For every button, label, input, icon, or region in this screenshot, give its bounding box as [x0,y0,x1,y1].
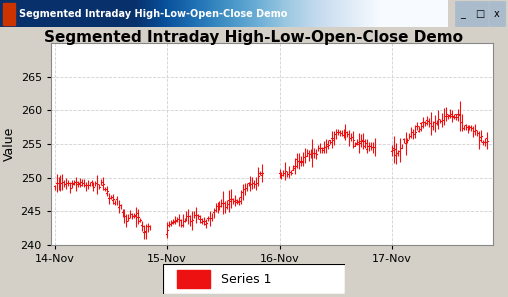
Bar [489,1,505,26]
Text: x: x [494,9,500,19]
X-axis label: Time: Time [255,270,289,284]
Text: _: _ [460,9,465,19]
Text: Series 1: Series 1 [221,273,272,286]
Bar [471,1,488,26]
Bar [3,3,15,25]
Text: Segmented Intraday High-Low-Open-Close Demo: Segmented Intraday High-Low-Open-Close D… [19,9,288,19]
Text: □: □ [475,9,484,19]
Y-axis label: Value: Value [4,127,16,161]
Text: Segmented Intraday High-Low-Open-Close Demo: Segmented Intraday High-Low-Open-Close D… [45,30,463,45]
Bar [455,1,471,26]
Bar [177,270,210,288]
